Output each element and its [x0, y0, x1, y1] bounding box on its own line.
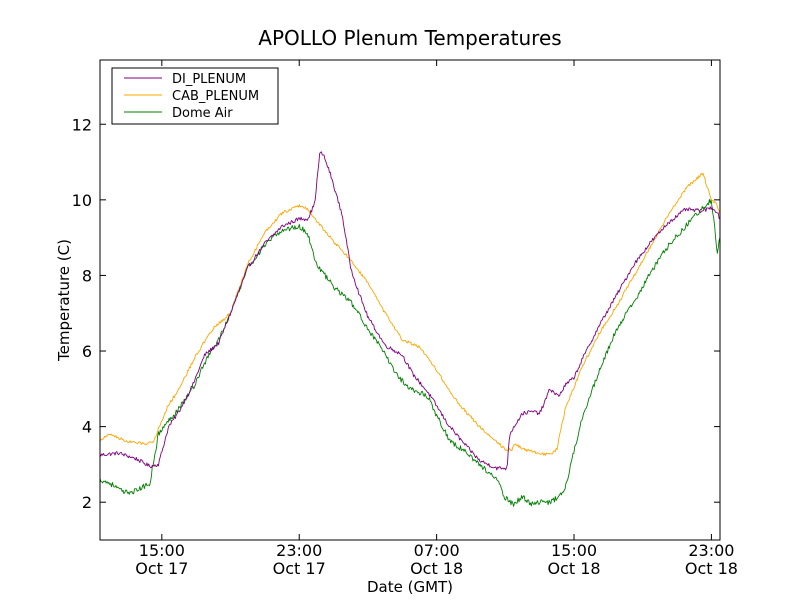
legend-box [111, 67, 279, 125]
x-tick-time: 07:00 [414, 541, 460, 560]
series-layer [99, 151, 721, 507]
y-tick-label: 12 [72, 115, 92, 134]
x-tick-time: 15:00 [139, 541, 185, 560]
chart-title: APOLLO Plenum Temperatures [258, 26, 561, 50]
x-tick-time: 15:00 [551, 541, 597, 560]
plot-frame [99, 59, 721, 541]
x-axis-label: Date (GMT) [367, 578, 453, 596]
x-tick-date: Oct 17 [135, 559, 188, 578]
y-tick-label: 10 [72, 191, 92, 210]
series-line-dome-air [99, 198, 721, 507]
y-tick-label: 8 [82, 266, 92, 285]
x-tick-time: 23:00 [688, 541, 734, 560]
x-tick-date: Oct 17 [273, 559, 326, 578]
x-tick-date: Oct 18 [410, 559, 463, 578]
legend-label: CAB_PLENUM [172, 89, 259, 104]
x-tick-time: 23:00 [276, 541, 322, 560]
y-tick-label: 2 [82, 493, 92, 512]
series-line-di-plenum [99, 151, 721, 471]
y-axis-label: Temperature (C) [55, 239, 73, 362]
legend-label: Dome Air [172, 106, 233, 121]
series-line-cab-plenum [99, 172, 721, 456]
x-tick-date: Oct 18 [685, 559, 738, 578]
x-tick-date: Oct 18 [547, 559, 600, 578]
legend-label: DI_PLENUM [172, 72, 246, 87]
y-tick-label: 4 [82, 418, 92, 437]
y-axis: 2 4 6 8 10 12 [72, 115, 720, 512]
legend: DI_PLENUM CAB_PLENUM Dome Air [111, 67, 279, 125]
y-tick-label: 6 [82, 342, 92, 361]
